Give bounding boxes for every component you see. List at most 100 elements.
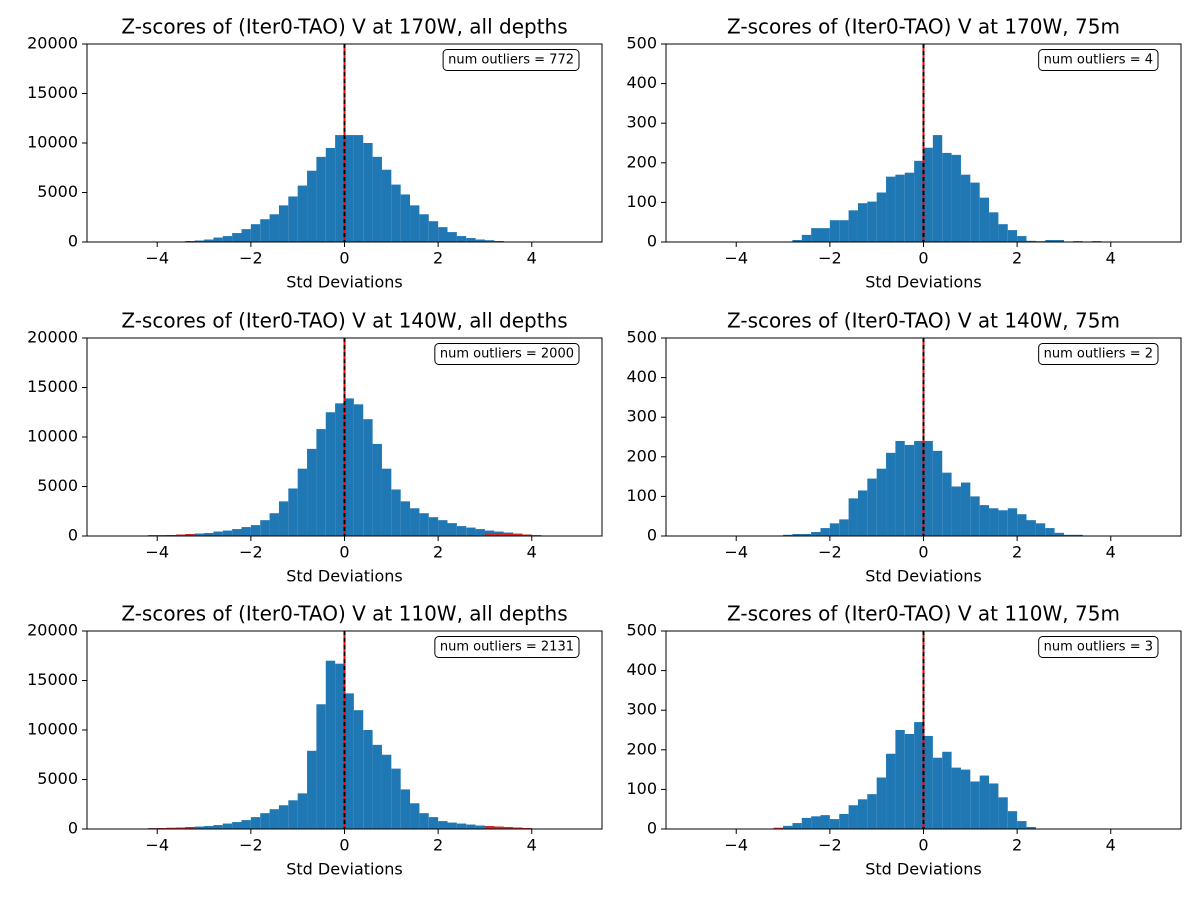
x-tick-label: 0: [918, 543, 928, 562]
bar: [250, 525, 261, 536]
bar: [820, 528, 830, 536]
outlier-bar: [513, 827, 523, 829]
bar: [1007, 230, 1018, 242]
bar: [820, 815, 830, 829]
x-tick-label: −2: [818, 249, 842, 268]
annotation: num outliers = 2131: [440, 640, 574, 655]
bar: [400, 501, 411, 536]
bar: [923, 440, 933, 536]
bar: [335, 663, 345, 829]
bar: [325, 412, 336, 536]
bar: [278, 205, 289, 242]
bar: [886, 753, 896, 829]
bar: [914, 440, 924, 536]
bar: [232, 822, 242, 829]
bar: [970, 781, 980, 829]
bar: [316, 704, 326, 829]
y-tick-label: 0: [68, 819, 78, 838]
bar: [381, 754, 392, 829]
x-tick-label: 0: [339, 836, 349, 855]
bar: [241, 820, 251, 829]
bar: [895, 174, 905, 242]
y-tick-label: 200: [626, 739, 657, 758]
x-tick-label: 2: [433, 543, 443, 562]
x-axis-label: Std Deviations: [865, 273, 982, 292]
bar: [857, 799, 868, 829]
y-tick-label: 300: [626, 407, 657, 426]
outlier-bar: [494, 533, 504, 536]
x-tick-label: −4: [145, 836, 169, 855]
x-tick-label: −4: [724, 249, 748, 268]
y-tick-label: 5000: [37, 476, 78, 495]
bar: [250, 224, 261, 242]
y-tick-label: 0: [647, 526, 657, 545]
bar: [1007, 508, 1018, 536]
y-tick-label: 100: [626, 192, 657, 211]
bar: [475, 529, 485, 536]
y-tick-label: 5000: [37, 769, 78, 788]
bar: [400, 194, 411, 242]
outlier-bar: [484, 533, 495, 536]
bar: [867, 478, 877, 536]
bar: [914, 160, 924, 242]
bar: [288, 800, 298, 829]
bar: [979, 197, 990, 242]
bar: [241, 527, 251, 536]
x-tick-label: −2: [818, 836, 842, 855]
bar: [914, 722, 924, 829]
bar: [391, 768, 401, 829]
bar: [297, 468, 308, 536]
bar: [438, 520, 448, 536]
bar: [848, 805, 858, 829]
x-axis-label: Std Deviations: [286, 273, 403, 292]
bar: [792, 823, 802, 829]
annotation: num outliers = 772: [448, 53, 574, 68]
bar: [269, 214, 279, 242]
bar: [419, 513, 429, 536]
x-tick-label: 4: [1106, 543, 1116, 562]
bar: [895, 730, 905, 829]
x-tick-label: 2: [1012, 543, 1022, 562]
bar: [829, 819, 840, 829]
bar: [857, 203, 868, 242]
bar: [801, 234, 812, 242]
bar: [829, 220, 840, 242]
x-tick-label: 2: [1012, 249, 1022, 268]
bar: [400, 789, 411, 829]
bar: [867, 201, 877, 242]
x-tick-label: 4: [1106, 836, 1116, 855]
annotation-box: [434, 636, 580, 658]
bar: [475, 239, 485, 242]
x-tick-label: 0: [918, 836, 928, 855]
bar: [363, 143, 373, 242]
bar: [792, 534, 802, 536]
bar: [466, 527, 476, 536]
x-tick-label: 2: [1012, 836, 1022, 855]
bar: [325, 147, 336, 242]
subplot-title: Z-scores of (Iter0-TAO) V at 110W, 75m: [727, 602, 1120, 626]
bar: [1017, 236, 1027, 242]
y-tick-label: 0: [647, 232, 657, 251]
bar: [204, 826, 214, 829]
bar: [848, 498, 858, 536]
bar: [222, 236, 233, 242]
x-axis-label: Std Deviations: [865, 860, 982, 879]
bar: [288, 196, 298, 242]
bar: [260, 219, 270, 242]
bar: [278, 805, 289, 829]
x-tick-label: 4: [1106, 249, 1116, 268]
y-tick-label: 15000: [27, 377, 78, 396]
bar: [1054, 532, 1064, 536]
subplot-title: Z-scores of (Iter0-TAO) V at 170W, 75m: [727, 15, 1120, 39]
bar: [381, 169, 392, 242]
bar: [410, 803, 420, 829]
annotation-box: [1038, 343, 1159, 365]
outlier-bar: [175, 534, 186, 536]
bar: [801, 817, 812, 829]
bar: [876, 192, 887, 242]
x-axis-label: Std Deviations: [865, 567, 982, 586]
bar: [353, 404, 364, 536]
bar: [932, 135, 943, 242]
